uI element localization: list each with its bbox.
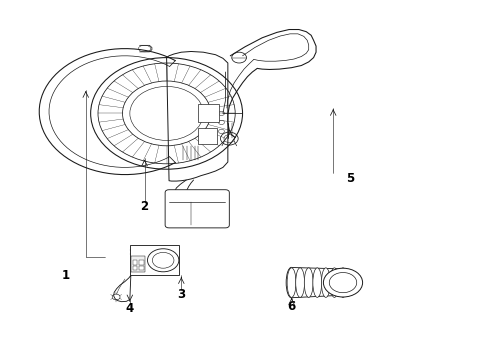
Bar — [139, 266, 144, 270]
Text: 6: 6 — [288, 300, 295, 313]
Ellipse shape — [339, 268, 347, 297]
Text: 2: 2 — [141, 201, 148, 213]
Ellipse shape — [313, 268, 322, 297]
Bar — [139, 260, 144, 265]
Bar — [130, 245, 179, 275]
Ellipse shape — [321, 268, 330, 297]
Circle shape — [323, 268, 363, 297]
Ellipse shape — [295, 268, 304, 297]
Bar — [133, 266, 137, 270]
Text: 1: 1 — [62, 269, 70, 282]
Text: 3: 3 — [177, 288, 185, 301]
Bar — [131, 256, 145, 272]
Ellipse shape — [330, 268, 339, 297]
FancyBboxPatch shape — [165, 190, 229, 228]
Bar — [198, 128, 217, 144]
Text: 4: 4 — [126, 302, 134, 315]
Bar — [133, 260, 137, 265]
Ellipse shape — [287, 268, 296, 297]
Ellipse shape — [304, 268, 313, 297]
Circle shape — [147, 249, 179, 272]
Text: 5: 5 — [346, 172, 354, 185]
Bar — [198, 104, 219, 122]
